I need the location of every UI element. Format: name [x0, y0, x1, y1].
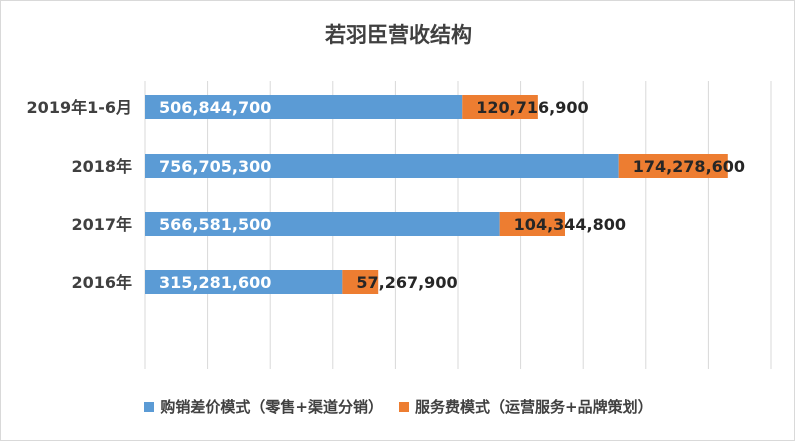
- bar-retail: [145, 154, 619, 178]
- data-label-service: 174,278,600: [633, 157, 745, 176]
- bar-service: [342, 270, 379, 294]
- category-label: 2018年: [71, 157, 132, 176]
- bar-retail: [145, 95, 463, 119]
- bar-retail: [145, 212, 500, 236]
- legend-swatch-retail: [144, 401, 155, 412]
- data-label-retail: 756,705,300: [159, 157, 271, 176]
- data-label-service: 57,267,900: [356, 273, 457, 292]
- legend-label-service: 服务费模式（运营服务+品牌策划）: [415, 398, 653, 416]
- chart-title: 若羽臣营收结构: [325, 23, 472, 47]
- category-label: 2019年1-6月: [27, 98, 132, 117]
- data-label-service: 120,716,900: [476, 98, 588, 117]
- data-label-retail: 315,281,600: [159, 273, 271, 292]
- legend-item-retail: 购销差价模式（零售+渠道分销）: [144, 396, 383, 417]
- bar-service: [618, 154, 728, 178]
- data-label-retail: 506,844,700: [159, 98, 271, 117]
- legend-swatch-service: [399, 401, 409, 412]
- data-label-retail: 566,581,500: [159, 215, 271, 234]
- category-label: 2017年: [71, 215, 132, 234]
- legend-label-retail: 购销差价模式（零售+渠道分销）: [160, 398, 383, 416]
- legend: 购销差价模式（零售+渠道分销） 服务费模式（运营服务+品牌策划）: [1, 396, 795, 417]
- bar-service: [499, 212, 565, 236]
- bar-service: [462, 95, 538, 119]
- category-label: 2016年: [71, 273, 132, 292]
- legend-item-service: 服务费模式（运营服务+品牌策划）: [399, 396, 653, 417]
- bar-retail: [145, 270, 343, 294]
- data-label-service: 104,344,800: [514, 215, 626, 234]
